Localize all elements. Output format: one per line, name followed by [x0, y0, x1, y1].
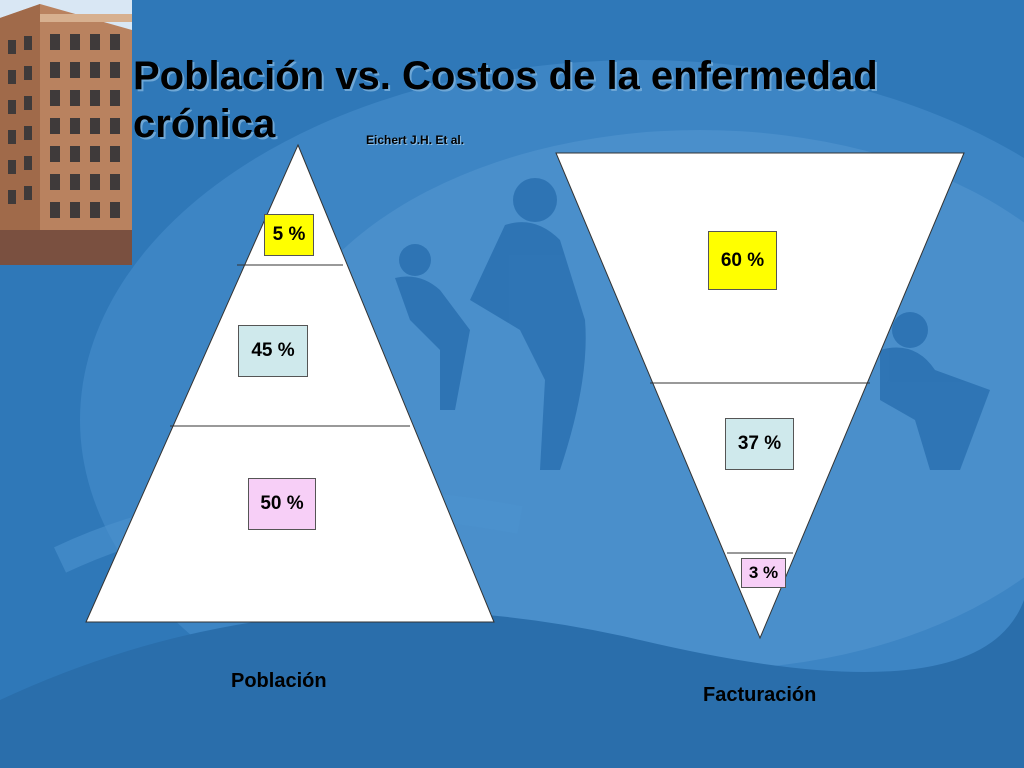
facturacion-pyramid [555, 152, 965, 640]
poblacion-middle-value: 45 % [238, 325, 308, 377]
poblacion-pyramid [85, 143, 495, 623]
poblacion-top-value: 5 % [264, 214, 314, 256]
citation: Eichert J.H. Et al. [366, 133, 465, 147]
poblacion-label: Población [231, 670, 327, 692]
facturacion-bottom-value: 3 % [741, 558, 786, 588]
facturacion-top-value: 60 % [708, 231, 777, 290]
building-photo [0, 0, 132, 265]
poblacion-bottom-value: 50 % [248, 478, 316, 530]
facturacion-label: Facturación [703, 684, 817, 706]
facturacion-middle-value: 37 % [725, 418, 794, 470]
slide-title: Población vs. Costos de la enfermedad cr… [133, 54, 878, 146]
